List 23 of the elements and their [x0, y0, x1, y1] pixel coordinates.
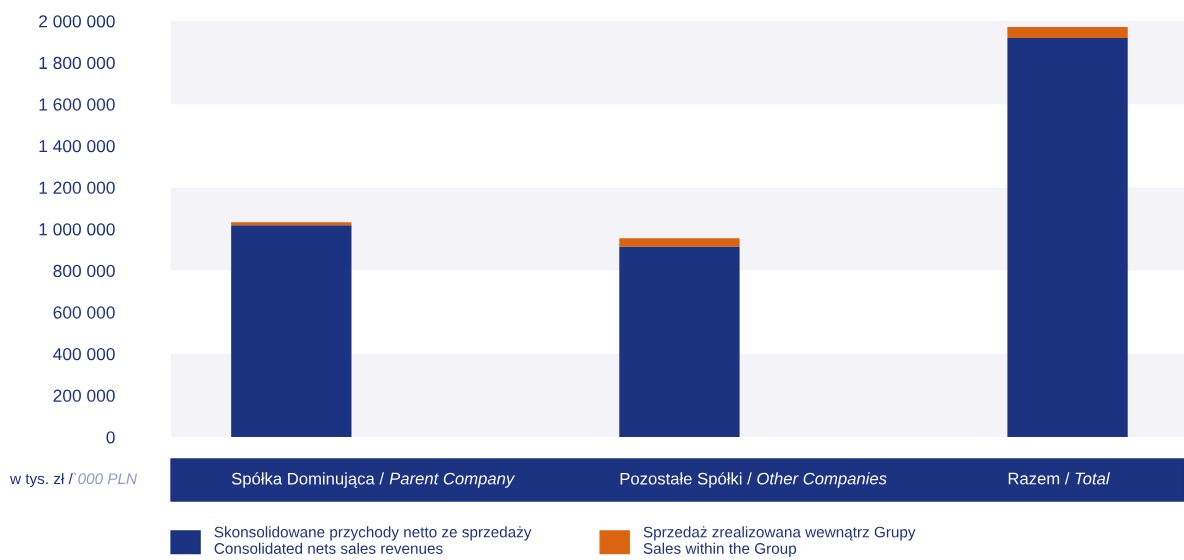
y-tick-label: 400 000	[53, 347, 115, 361]
y-tick-label: 1 200 000	[39, 181, 115, 194]
bar	[1007, 27, 1128, 39]
legend-label: Sprzedaż zrealizowana wewnątrz Grupy Sales within the Group	[643, 526, 916, 557]
y-tick-label: 600 000	[53, 306, 115, 319]
x-tick-label: Razem / Total	[1008, 472, 1110, 485]
y-tick-label: 1 400 000	[39, 139, 115, 153]
y-tick-label: 1 600 000	[39, 98, 115, 111]
y-axis-title: w tys. zł /`000 PLN	[9, 472, 138, 488]
x-tick-label: Pozostałe Spółki / Other Companies	[620, 472, 887, 488]
y-tick-label: 1 800 000	[39, 56, 115, 70]
y-tick-label: 1 000 000	[39, 223, 115, 236]
y-tick-label: 2 000 000	[39, 15, 115, 28]
y-tick-label: 0	[106, 431, 115, 444]
y-tick-label: 200 000	[53, 389, 115, 402]
y-tick-label: 800 000	[53, 264, 115, 278]
bar	[231, 225, 352, 437]
bar	[1007, 38, 1128, 437]
bar	[231, 222, 352, 226]
bar	[619, 246, 740, 437]
legend-label: Skonsolidowane przychody netto ze sprzedaży Consolidated nets sales revenues	[214, 526, 532, 554]
x-tick-label: Spółka Dominująca / Parent Company	[231, 472, 516, 488]
bar	[619, 238, 740, 247]
